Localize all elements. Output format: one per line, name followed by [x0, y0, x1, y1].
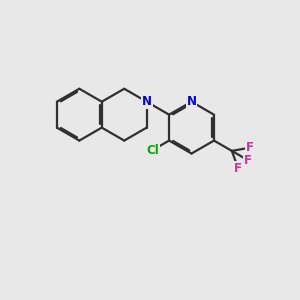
Text: F: F: [244, 154, 252, 166]
Text: Cl: Cl: [146, 144, 159, 157]
Text: F: F: [234, 161, 242, 175]
Text: F: F: [246, 141, 254, 154]
Text: N: N: [142, 95, 152, 108]
Text: N: N: [187, 95, 196, 108]
